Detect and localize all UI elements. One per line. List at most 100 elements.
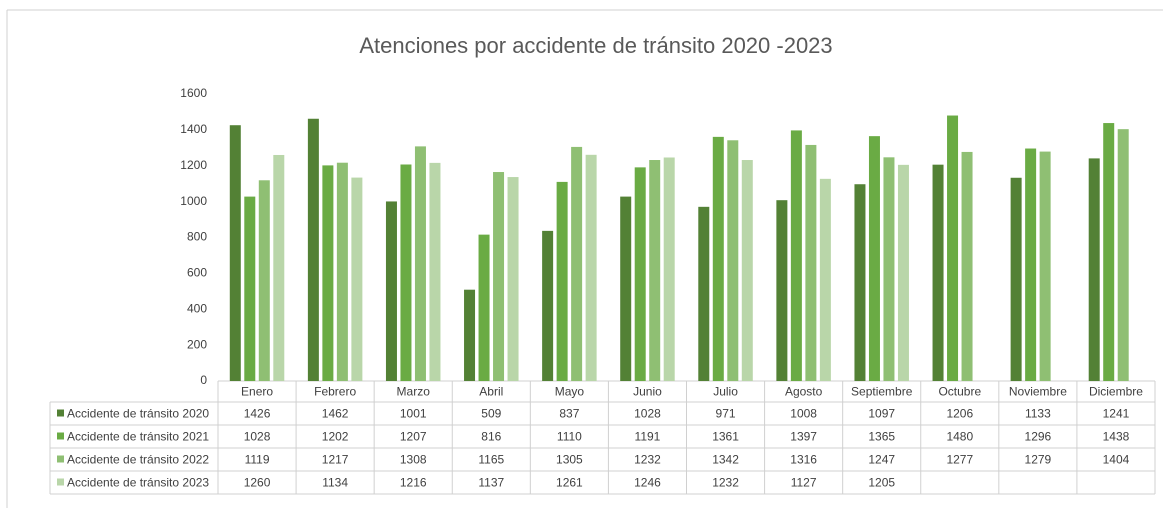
table-value: 1097 (868, 407, 895, 421)
bar (414, 146, 426, 381)
table-value: 1202 (322, 430, 349, 444)
bar (819, 178, 831, 381)
x-tick-label: Noviembre (1009, 385, 1067, 399)
table-value: 1110 (557, 430, 582, 444)
x-tick-label: Octubre (938, 385, 981, 399)
table-value: 837 (559, 407, 579, 421)
x-tick-label: Enero (241, 385, 273, 399)
bar (351, 177, 363, 381)
bar (258, 180, 270, 381)
table-value: 1296 (1025, 430, 1052, 444)
bar (805, 144, 817, 381)
table-value: 1279 (1025, 453, 1052, 467)
y-tick-label: 800 (187, 230, 207, 244)
bar (244, 196, 256, 381)
table-value: 1127 (791, 476, 817, 490)
table-value: 1365 (868, 430, 895, 444)
bar (649, 160, 661, 381)
bar (273, 154, 285, 381)
table-value: 1277 (946, 453, 973, 467)
legend-label: Accidente de tránsito 2022 (67, 453, 209, 467)
table-value: 1232 (712, 476, 739, 490)
table-value: 1216 (400, 476, 427, 490)
legend-key (57, 409, 64, 417)
table-value: 1207 (400, 430, 427, 444)
y-tick-label: 200 (187, 337, 207, 351)
bar (932, 164, 944, 381)
table-value: 1134 (322, 476, 348, 490)
y-tick-label: 1600 (180, 86, 207, 100)
bar (322, 165, 334, 381)
bar (585, 154, 597, 381)
bar (556, 181, 568, 381)
table-value: 816 (481, 430, 501, 444)
bar (776, 200, 788, 381)
bar (229, 125, 241, 382)
table-value: 1206 (946, 407, 973, 421)
table-value: 1426 (244, 407, 271, 421)
bar (1117, 129, 1129, 381)
table-value: 1480 (946, 430, 973, 444)
table-value: 1191 (635, 430, 661, 444)
table-value: 1438 (1103, 430, 1130, 444)
table-value: 1133 (1025, 407, 1051, 421)
table-value: 1205 (868, 476, 895, 490)
table-value: 1247 (868, 453, 895, 467)
bar (854, 184, 866, 381)
table-value: 1028 (244, 430, 271, 444)
bar (663, 157, 675, 381)
legend-label: Accidente de tránsito 2020 (67, 407, 209, 421)
chart-title: Atenciones por accidente de tránsito 202… (359, 33, 832, 58)
table-value: 1462 (322, 407, 349, 421)
x-tick-label: Febrero (314, 385, 356, 399)
bar (741, 160, 753, 381)
x-tick-label: Mayo (555, 385, 585, 399)
table-value: 1217 (322, 453, 349, 467)
x-tick-label: Julio (713, 385, 738, 399)
bar (1010, 177, 1022, 381)
bar (542, 230, 554, 381)
table-value: 1001 (400, 407, 427, 421)
bar (1039, 151, 1051, 381)
x-tick-label: Agosto (785, 385, 823, 399)
legend-key (57, 478, 64, 486)
y-tick-label: 0 (200, 373, 207, 387)
table-value: 1246 (634, 476, 661, 490)
table-value: 1305 (556, 453, 583, 467)
bar (897, 164, 909, 381)
bar (883, 157, 895, 381)
bar (385, 201, 397, 381)
table-value: 1241 (1103, 407, 1130, 421)
table-value: 1008 (790, 407, 817, 421)
x-tick-label: Septiembre (851, 385, 913, 399)
bar (571, 146, 583, 381)
legend-key (57, 432, 64, 440)
bar (1088, 158, 1100, 381)
bar (961, 151, 973, 381)
table-value: 1261 (556, 476, 583, 490)
bar (947, 115, 959, 382)
bar (507, 177, 519, 381)
table-value: 1397 (790, 430, 817, 444)
table-value: 1137 (478, 476, 504, 490)
bar (1025, 148, 1037, 381)
y-tick-label: 1200 (180, 158, 207, 172)
table-value: 971 (716, 407, 736, 421)
table-value: 1119 (245, 453, 270, 467)
bar (464, 289, 476, 381)
table-value: 1260 (244, 476, 271, 490)
table-value: 1361 (712, 430, 739, 444)
legend-label: Accidente de tránsito 2023 (67, 476, 209, 490)
x-tick-label: Diciembre (1089, 385, 1143, 399)
bar (727, 140, 739, 381)
table-value: 1308 (400, 453, 427, 467)
y-tick-label: 1400 (180, 122, 207, 136)
y-tick-label: 600 (187, 266, 207, 280)
table-value: 1404 (1103, 453, 1130, 467)
bar (307, 118, 319, 381)
table-value: 1232 (634, 453, 661, 467)
bar (429, 162, 441, 381)
bar (1103, 123, 1115, 381)
x-tick-label: Marzo (397, 385, 431, 399)
